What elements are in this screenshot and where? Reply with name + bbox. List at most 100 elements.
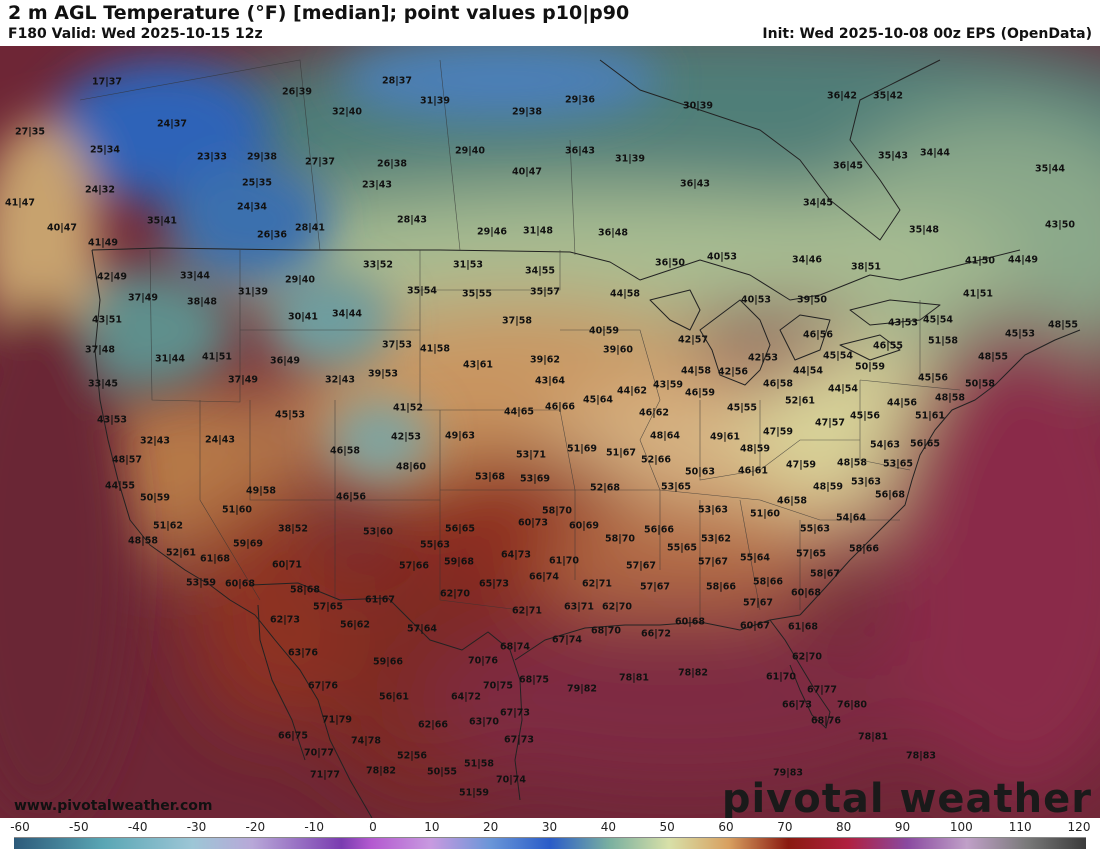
point-value-label: 35|57 (530, 286, 560, 298)
point-value-label: 62|70 (440, 588, 470, 600)
point-value-label: 36|43 (680, 178, 710, 190)
point-value-label: 68|76 (811, 715, 841, 727)
point-value-label: 44|58 (610, 288, 640, 300)
point-value-label: 46|58 (330, 445, 360, 457)
point-value-label: 38|48 (187, 296, 217, 308)
point-value-label: 33|44 (180, 270, 210, 282)
point-value-label: 53|62 (701, 533, 731, 545)
point-value-label: 67|74 (552, 634, 582, 646)
point-value-label: 61|67 (365, 594, 395, 606)
point-value-label: 67|73 (504, 734, 534, 746)
point-value-label: 30|41 (288, 311, 318, 323)
point-value-label: 53|60 (363, 526, 393, 538)
point-value-label: 62|71 (582, 578, 612, 590)
point-value-label: 54|64 (836, 512, 866, 524)
point-value-label: 44|62 (617, 385, 647, 397)
point-value-label: 41|52 (393, 402, 423, 414)
point-value-label: 78|82 (366, 765, 396, 777)
point-value-label: 46|61 (738, 465, 768, 477)
point-value-label: 46|58 (777, 495, 807, 507)
point-value-label: 36|48 (598, 227, 628, 239)
point-value-label: 35|42 (873, 90, 903, 102)
point-value-label: 55|64 (740, 552, 770, 564)
color-scale-tick: 90 (894, 820, 911, 834)
point-value-label: 42|49 (97, 271, 127, 283)
point-value-label: 36|50 (655, 257, 685, 269)
point-value-label: 78|81 (619, 672, 649, 684)
point-value-label: 53|71 (516, 449, 546, 461)
point-value-label: 36|49 (270, 355, 300, 367)
point-value-label: 45|53 (1005, 328, 1035, 340)
point-value-label: 58|70 (542, 505, 572, 517)
point-value-label: 42|56 (718, 366, 748, 378)
point-value-label: 46|55 (873, 340, 903, 352)
point-value-label: 79|83 (773, 767, 803, 779)
point-value-label: 37|48 (85, 344, 115, 356)
point-value-label: 34|44 (920, 147, 950, 159)
point-value-label: 28|41 (295, 222, 325, 234)
point-value-label: 40|53 (741, 294, 771, 306)
point-value-label: 37|53 (382, 339, 412, 351)
point-value-label: 32|43 (325, 374, 355, 386)
point-value-label: 66|74 (529, 571, 559, 583)
point-value-label: 79|82 (567, 683, 597, 695)
color-scale-tick: 50 (659, 820, 675, 834)
point-value-label: 45|53 (275, 409, 305, 421)
point-value-label: 67|76 (308, 680, 338, 692)
point-value-label: 60|69 (569, 520, 599, 532)
point-value-label: 63|71 (564, 601, 594, 613)
point-value-label: 40|47 (47, 222, 77, 234)
point-value-label: 48|55 (1048, 319, 1078, 331)
point-value-label: 45|54 (923, 314, 953, 326)
point-value-label: 39|60 (603, 344, 633, 356)
point-value-label: 53|59 (186, 577, 216, 589)
point-value-label: 48|58 (128, 535, 158, 547)
point-value-label: 45|55 (727, 402, 757, 414)
point-value-label: 60|68 (225, 578, 255, 590)
point-value-label: 42|57 (678, 334, 708, 346)
point-value-label: 60|71 (272, 559, 302, 571)
color-scale-tick: 10 (424, 820, 440, 834)
point-value-label: 35|44 (1035, 163, 1065, 175)
point-value-label: 31|39 (238, 286, 268, 298)
point-value-label: 35|43 (878, 150, 908, 162)
color-scale-tick: 0 (369, 820, 377, 834)
point-value-label: 36|45 (833, 160, 863, 172)
point-value-label: 68|74 (500, 641, 530, 653)
point-value-label: 78|83 (906, 750, 936, 762)
color-scale: -60 -50 -40 -30 -20 -10 0 10 20 30 40 50 60 70 80 90 100… (0, 818, 1100, 850)
point-value-label: 44|55 (105, 480, 135, 492)
point-value-label: 39|50 (797, 294, 827, 306)
point-value-label: 60|68 (675, 616, 705, 628)
point-value-label: 71|79 (322, 714, 352, 726)
point-value-label: 66|75 (278, 730, 308, 742)
point-value-label: 48|59 (813, 481, 843, 493)
point-value-label: 24|43 (205, 434, 235, 446)
point-value-label: 50|59 (140, 492, 170, 504)
point-value-label: 58|66 (849, 543, 879, 555)
color-scale-tick: 110 (1008, 820, 1032, 834)
point-value-label: 38|51 (851, 261, 881, 273)
point-value-label: 43|53 (97, 414, 127, 426)
point-value-label: 42|53 (748, 352, 778, 364)
point-value-label: 43|53 (888, 317, 918, 329)
point-value-label: 43|51 (92, 314, 122, 326)
point-value-label: 53|69 (520, 473, 550, 485)
point-value-label: 44|56 (887, 397, 917, 409)
point-value-label: 68|75 (519, 674, 549, 686)
point-value-label: 61|68 (788, 621, 818, 633)
point-value-label: 45|64 (583, 394, 613, 406)
point-value-label: 33|45 (88, 378, 118, 390)
point-value-label: 71|77 (310, 769, 340, 781)
temperature-map[interactable]: 17|37 27|35 25|34 24|32 41|47 40|47 41|49 24|37… (0, 46, 1100, 818)
point-value-label: 26|39 (282, 86, 312, 98)
point-value-label: 74|78 (351, 735, 381, 747)
point-value-label: 47|59 (763, 426, 793, 438)
point-value-label: 35|54 (407, 285, 437, 297)
point-value-label: 47|59 (786, 459, 816, 471)
point-value-label: 62|73 (270, 614, 300, 626)
point-value-label: 56|62 (340, 619, 370, 631)
point-value-label: 26|38 (377, 158, 407, 170)
point-value-label: 65|73 (479, 578, 509, 590)
point-value-label: 53|63 (851, 476, 881, 488)
